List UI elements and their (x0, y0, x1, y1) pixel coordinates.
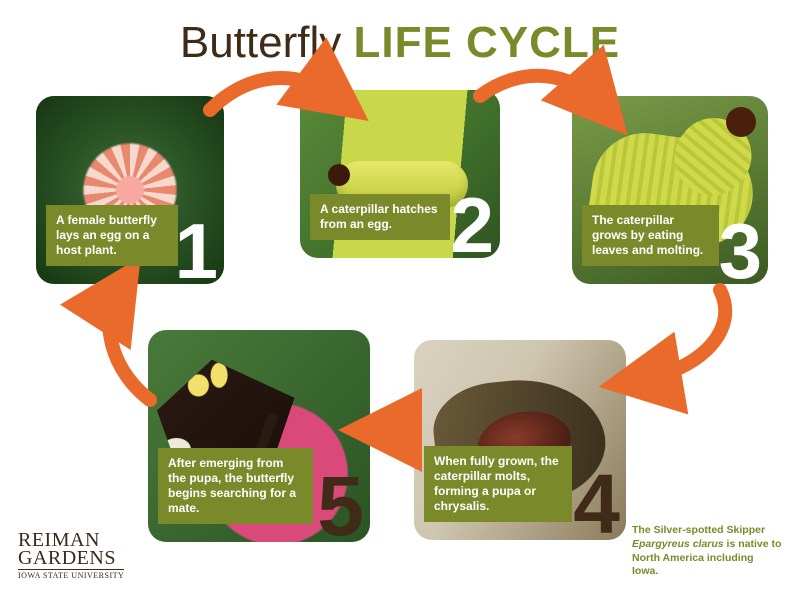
page-title: Butterfly LIFE CYCLE (0, 18, 800, 68)
stage-caption: A female butterfly lays an egg on a host… (46, 205, 178, 266)
footnote-pre: The Silver-spotted Skipper (632, 524, 765, 536)
title-word-1: Butterfly (180, 18, 341, 67)
logo-text: G (18, 547, 33, 569)
logo-subline: IOWA STATE UNIVERSITY (18, 569, 124, 579)
stage-card-2: A caterpillar hatches from an egg. 2 (300, 90, 500, 258)
footnote-species: Epargyreus clarus (632, 538, 724, 550)
cycle-arrow (640, 290, 725, 380)
logo-text: ARDENS (33, 547, 116, 569)
cycle-arrow (109, 292, 150, 400)
stage-card-4: When fully grown, the caterpillar molts,… (414, 340, 626, 540)
reiman-gardens-logo: REIMAN GARDENS IOWA STATE UNIVERSITY (18, 531, 124, 579)
stage-caption: A caterpillar hatches from an egg. (310, 194, 450, 240)
stage-caption: After emerging from the pupa, the butter… (158, 448, 313, 524)
title-word-2: LIFE CYCLE (353, 18, 620, 67)
stage-card-1: A female butterfly lays an egg on a host… (36, 96, 224, 284)
stage-card-3: The caterpillar grows by eating leaves a… (572, 96, 768, 284)
stage-caption: The caterpillar grows by eating leaves a… (582, 205, 719, 266)
stage-card-5: After emerging from the pupa, the butter… (148, 330, 370, 542)
stage-caption: When fully grown, the caterpillar molts,… (424, 446, 572, 522)
species-footnote: The Silver-spotted Skipper Epargyreus cl… (632, 524, 782, 579)
